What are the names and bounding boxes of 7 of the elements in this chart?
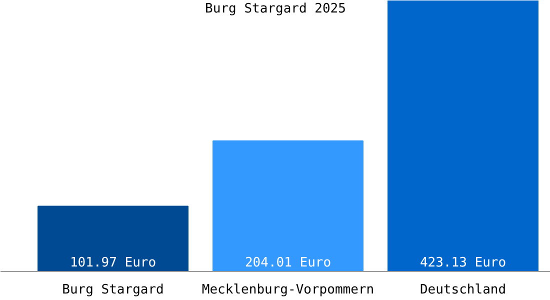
x-tick-label: Mecklenburg-Vorpommern: [202, 282, 374, 298]
data-label: 101.97 Euro: [70, 256, 156, 270]
chart-title: Burg Stargard 2025: [205, 2, 346, 16]
data-label: 204.01 Euro: [244, 256, 332, 270]
data-label: 423.13 Euro: [420, 256, 506, 270]
x-tick-label: Burg Stargard: [62, 282, 164, 298]
x-tick-label: Deutschland: [420, 282, 506, 298]
